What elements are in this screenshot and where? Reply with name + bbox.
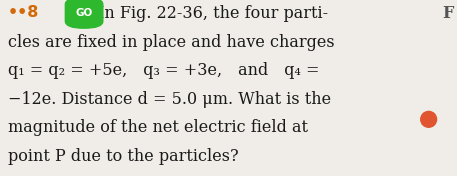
FancyBboxPatch shape (65, 0, 103, 28)
Text: GO: GO (75, 8, 93, 18)
Text: ••8: ••8 (8, 5, 39, 20)
Text: q₁ = q₂ = +5e, q₃ = +3e, and q₄ =: q₁ = q₂ = +5e, q₃ = +3e, and q₄ = (8, 62, 319, 79)
Text: point P due to the particles?: point P due to the particles? (8, 148, 239, 165)
Text: magnitude of the net electric field at: magnitude of the net electric field at (8, 119, 308, 136)
Text: −12e. Distance d = 5.0 μm. What is the: −12e. Distance d = 5.0 μm. What is the (8, 91, 331, 108)
Text: In Fig. 22-36, the four parti-: In Fig. 22-36, the four parti- (98, 5, 329, 22)
Text: F: F (442, 5, 454, 22)
Ellipse shape (421, 111, 436, 127)
Text: cles are fixed in place and have charges: cles are fixed in place and have charges (8, 34, 335, 51)
